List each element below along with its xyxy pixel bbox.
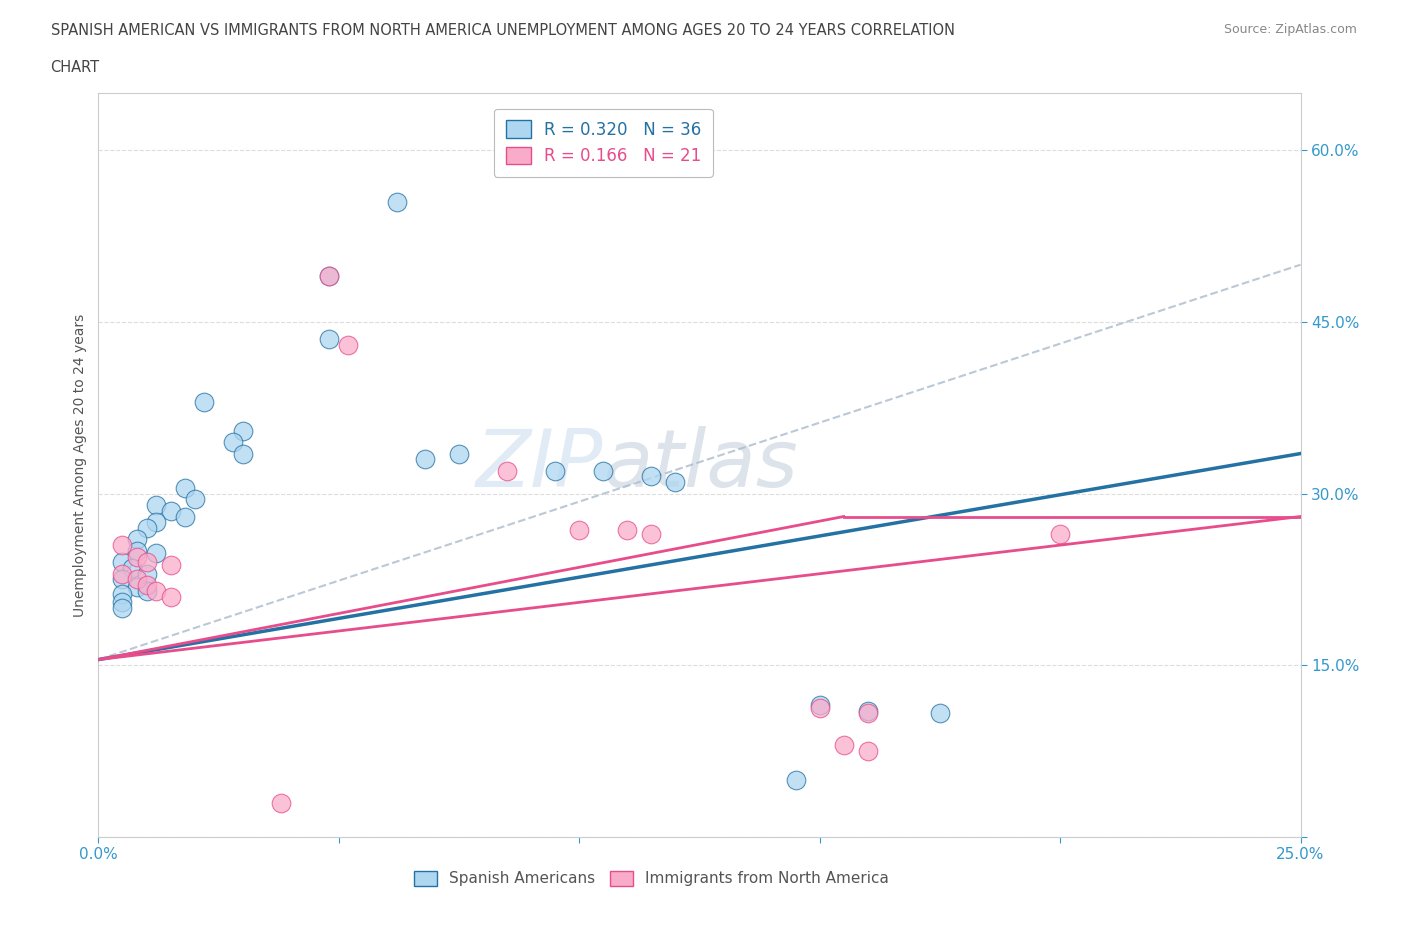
Point	[832, 738, 855, 753]
Point	[183, 492, 205, 507]
Point	[496, 463, 519, 478]
Point	[592, 463, 614, 478]
Point	[270, 795, 292, 810]
Point	[111, 566, 134, 581]
Text: CHART: CHART	[51, 60, 100, 75]
Point	[125, 543, 148, 558]
Point	[145, 546, 167, 561]
Point	[111, 572, 134, 587]
Point	[415, 452, 437, 467]
Point	[135, 555, 157, 570]
Point	[111, 538, 134, 552]
Point	[159, 590, 181, 604]
Point	[1049, 526, 1071, 541]
Point	[145, 515, 167, 530]
Point	[135, 578, 157, 592]
Y-axis label: Unemployment Among Ages 20 to 24 years: Unemployment Among Ages 20 to 24 years	[73, 313, 87, 617]
Point	[125, 549, 148, 564]
Point	[135, 566, 157, 581]
Point	[121, 561, 143, 576]
Point	[928, 706, 950, 721]
Point	[785, 772, 807, 787]
Point	[232, 446, 254, 461]
Text: SPANISH AMERICAN VS IMMIGRANTS FROM NORTH AMERICA UNEMPLOYMENT AMONG AGES 20 TO : SPANISH AMERICAN VS IMMIGRANTS FROM NORT…	[51, 23, 955, 38]
Point	[174, 509, 197, 524]
Point	[232, 423, 254, 438]
Point	[856, 704, 879, 719]
Point	[808, 700, 831, 715]
Text: ZIP: ZIP	[477, 426, 603, 504]
Point	[664, 474, 686, 489]
Point	[135, 521, 157, 536]
Point	[145, 583, 167, 598]
Point	[337, 338, 360, 352]
Point	[318, 269, 340, 284]
Point	[145, 498, 167, 512]
Point	[125, 580, 148, 595]
Point	[159, 503, 181, 518]
Point	[640, 526, 662, 541]
Point	[616, 523, 638, 538]
Point	[135, 583, 157, 598]
Point	[111, 587, 134, 602]
Point	[318, 332, 340, 347]
Point	[808, 698, 831, 712]
Point	[856, 706, 879, 721]
Point	[544, 463, 567, 478]
Point	[125, 532, 148, 547]
Point	[385, 194, 408, 209]
Text: Source: ZipAtlas.com: Source: ZipAtlas.com	[1223, 23, 1357, 36]
Legend: Spanish Americans, Immigrants from North America: Spanish Americans, Immigrants from North…	[408, 864, 896, 893]
Point	[222, 434, 245, 449]
Point	[125, 572, 148, 587]
Point	[111, 595, 134, 610]
Point	[568, 523, 591, 538]
Point	[856, 744, 879, 759]
Point	[159, 557, 181, 572]
Point	[111, 601, 134, 616]
Point	[193, 394, 215, 409]
Point	[174, 481, 197, 496]
Point	[111, 555, 134, 570]
Point	[640, 469, 662, 484]
Point	[318, 269, 340, 284]
Point	[447, 446, 470, 461]
Text: atlas: atlas	[603, 426, 799, 504]
